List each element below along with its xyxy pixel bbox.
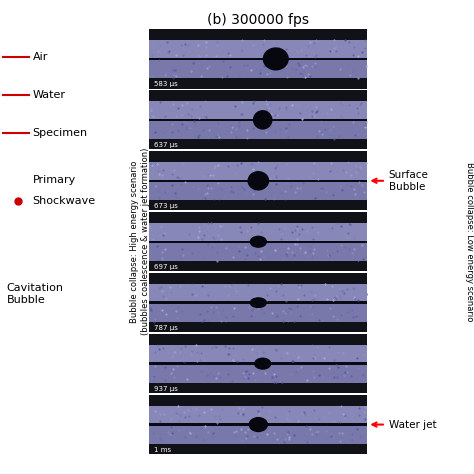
Bar xyxy=(149,60,367,78)
Bar xyxy=(149,212,367,223)
Bar xyxy=(149,395,367,406)
Bar xyxy=(149,78,367,89)
Text: Bubble collapse: Low energy scenario: Bubble collapse: Low energy scenario xyxy=(465,162,474,321)
Ellipse shape xyxy=(250,236,267,248)
Bar xyxy=(149,121,367,139)
Bar xyxy=(149,334,367,345)
Text: Surface
Bubble: Surface Bubble xyxy=(373,170,428,191)
Text: Shockwave: Shockwave xyxy=(33,196,96,207)
Bar xyxy=(149,180,367,182)
Ellipse shape xyxy=(254,357,272,370)
Text: Water: Water xyxy=(33,90,65,100)
Bar xyxy=(149,182,367,200)
Bar xyxy=(149,322,367,332)
Text: Bubble collapse: High energy scenario
(bubbles coalescence & water jet formation: Bubble collapse: High energy scenario (b… xyxy=(130,148,149,336)
Bar xyxy=(149,40,367,58)
Text: Air: Air xyxy=(33,52,48,62)
Text: Primary: Primary xyxy=(33,175,76,185)
Bar xyxy=(149,423,367,426)
Bar xyxy=(149,273,367,284)
Ellipse shape xyxy=(253,110,273,129)
Text: 1 ms: 1 ms xyxy=(154,447,171,453)
Bar xyxy=(149,200,367,210)
Bar xyxy=(149,365,367,383)
Bar xyxy=(149,345,367,363)
Bar xyxy=(149,284,367,301)
Bar xyxy=(149,406,367,423)
Text: 637 μs: 637 μs xyxy=(154,142,178,148)
Bar xyxy=(149,383,367,393)
Bar xyxy=(149,101,367,118)
Text: Water jet: Water jet xyxy=(373,419,436,429)
Text: 673 μs: 673 μs xyxy=(154,203,178,209)
Ellipse shape xyxy=(247,171,269,191)
Bar xyxy=(149,223,367,241)
Text: 787 μs: 787 μs xyxy=(154,325,178,331)
Bar xyxy=(149,162,367,180)
Bar xyxy=(149,301,367,304)
Bar xyxy=(149,241,367,243)
Ellipse shape xyxy=(250,297,267,308)
Bar xyxy=(149,304,367,322)
Bar xyxy=(149,29,367,40)
Bar xyxy=(149,118,367,121)
Text: 937 μs: 937 μs xyxy=(154,386,178,392)
Bar xyxy=(149,243,367,261)
Bar xyxy=(149,426,367,444)
Text: Cavitation
Bubble: Cavitation Bubble xyxy=(7,283,64,305)
Text: (b) 300000 fps: (b) 300000 fps xyxy=(207,13,310,27)
Bar xyxy=(149,363,367,365)
Text: 583 μs: 583 μs xyxy=(154,81,177,87)
Ellipse shape xyxy=(263,47,289,71)
Bar xyxy=(149,151,367,162)
Bar xyxy=(149,58,367,60)
Text: 697 μs: 697 μs xyxy=(154,264,178,270)
Bar xyxy=(149,90,367,101)
Bar xyxy=(149,139,367,149)
Ellipse shape xyxy=(248,417,268,432)
Text: Specimen: Specimen xyxy=(33,128,88,138)
Bar xyxy=(149,261,367,271)
Bar xyxy=(149,444,367,454)
